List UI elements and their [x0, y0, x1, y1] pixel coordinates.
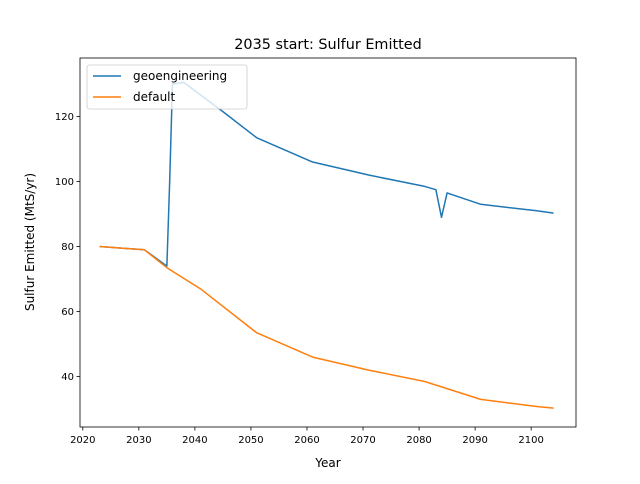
- x-axis: 2020 2030 2040 2050 2060 2070 2080 2090 2100: [70, 427, 544, 446]
- series-line-1: [99, 245, 554, 409]
- x-tick-label: 2050: [238, 435, 263, 446]
- x-tick-label: 2100: [518, 435, 543, 446]
- plot-area: [79, 57, 577, 428]
- y-axis: 40 60 80 100 120: [55, 112, 80, 383]
- x-tick-label: 2030: [126, 435, 151, 446]
- y-tick-label: 40: [61, 372, 74, 383]
- chart-title: 2035 start: Sulfur Emitted: [234, 37, 421, 53]
- x-tick-label: 2060: [294, 435, 319, 446]
- x-tick-label: 2040: [182, 435, 207, 446]
- y-tick-label: 120: [55, 112, 74, 123]
- legend-label-1: default: [133, 90, 176, 104]
- x-tick-label: 2020: [70, 435, 95, 446]
- x-tick-label: 2090: [462, 435, 487, 446]
- y-tick-label: 60: [61, 307, 74, 318]
- y-tick-label: 100: [55, 177, 74, 188]
- legend-box: [86, 64, 248, 110]
- x-tick-label: 2080: [406, 435, 431, 446]
- y-tick-label: 80: [61, 242, 74, 253]
- legend: geoengineering default: [86, 64, 248, 110]
- x-tick-label: 2070: [350, 435, 375, 446]
- legend-label-0: geoengineering: [133, 69, 227, 83]
- y-axis-label: Sulfur Emitted (MtS/yr): [23, 173, 37, 311]
- x-axis-label: Year: [314, 456, 340, 470]
- plot-frame: [79, 57, 577, 428]
- series-line-0: [99, 81, 554, 267]
